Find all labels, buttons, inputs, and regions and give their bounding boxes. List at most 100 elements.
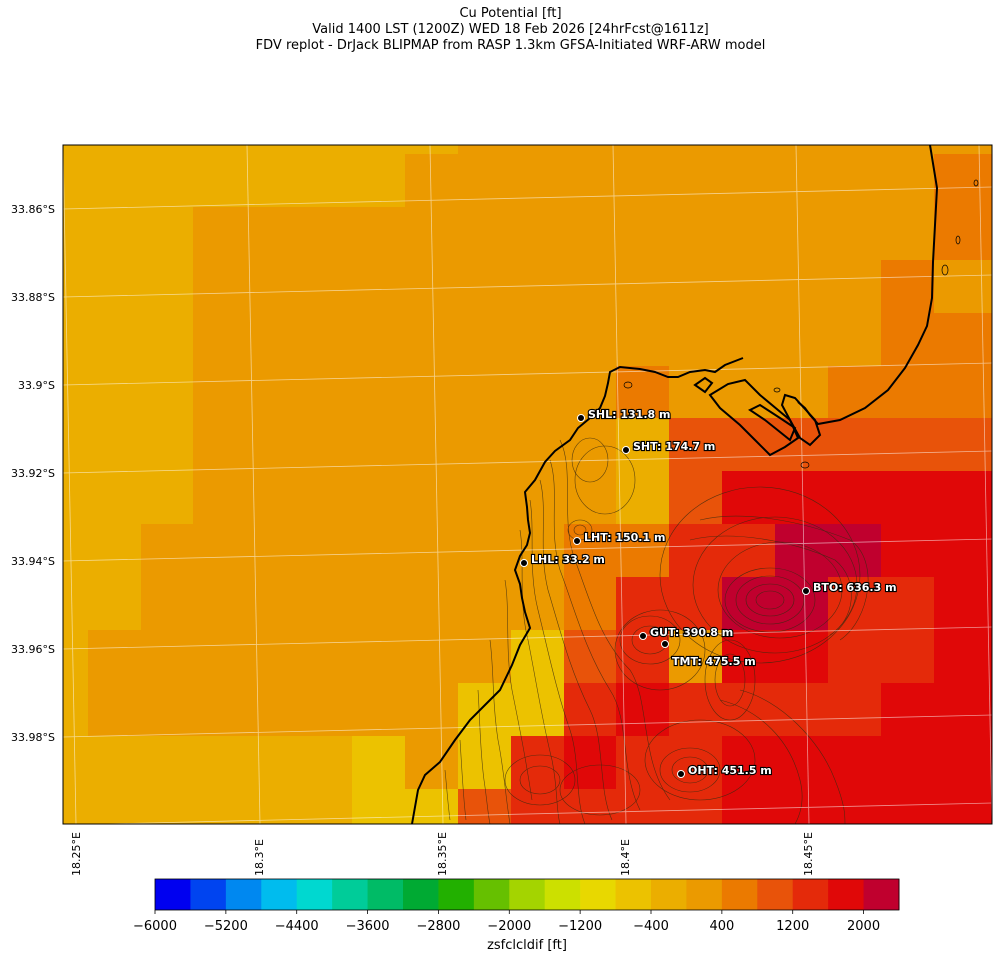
title-line-2: Valid 1400 LST (1200Z) WED 18 Feb 2026 [… bbox=[312, 22, 709, 37]
graticule bbox=[63, 145, 992, 824]
site-lht[interactable]: LHT: 150.1 m bbox=[573, 530, 667, 545]
raster-dkorange-4 bbox=[828, 366, 992, 419]
raster-yellow-sw2 bbox=[352, 736, 405, 824]
site-tmt[interactable]: TMT: 475.5 m bbox=[661, 640, 757, 669]
lat-label: 33.88°S bbox=[11, 291, 55, 304]
colorbar-swatch bbox=[721, 879, 758, 910]
raster-red-8 bbox=[828, 683, 881, 736]
small-features bbox=[623, 179, 979, 469]
lat-label: 33.86°S bbox=[11, 203, 55, 216]
site-marker-icon bbox=[573, 537, 581, 545]
map-frame bbox=[62, 144, 993, 825]
site-label: SHL: 131.8 m bbox=[588, 408, 670, 421]
site-marker-icon bbox=[661, 640, 669, 648]
raster-red-9 bbox=[934, 471, 992, 683]
site-label: LHT: 150.1 m bbox=[584, 531, 665, 544]
forecast-raster bbox=[63, 145, 992, 824]
site-label: LHL: 33.2 m bbox=[531, 553, 605, 566]
colorbar-swatch bbox=[332, 879, 369, 910]
site-oht[interactable]: OHT: 451.5 m bbox=[677, 763, 773, 778]
lat-label: 33.92°S bbox=[11, 467, 55, 480]
colorbar-swatch bbox=[792, 879, 829, 910]
colorbar-swatch bbox=[828, 879, 865, 910]
colorbar-swatches bbox=[155, 879, 900, 910]
colorbar-tick-label: −4400 bbox=[275, 919, 319, 934]
lon-label: 18.25°E bbox=[70, 832, 83, 876]
colorbar-tick-label: −5200 bbox=[204, 919, 248, 934]
site-shl[interactable]: SHL: 131.8 m bbox=[577, 407, 672, 422]
raster-redorange-s bbox=[458, 789, 511, 824]
colorbar-swatch bbox=[367, 879, 404, 910]
raster-yellow-mid bbox=[616, 418, 669, 524]
raster-redorange-1 bbox=[669, 418, 992, 471]
colorbar-tick-label: 1200 bbox=[776, 919, 809, 934]
title-line-3: FDV replot - DrJack BLIPMAP from RASP 1.… bbox=[255, 38, 766, 53]
lon-label: 18.4°E bbox=[619, 839, 632, 876]
raster-red-3 bbox=[616, 577, 669, 683]
raster-yellow-west bbox=[63, 145, 458, 736]
colorbar-swatch bbox=[261, 879, 298, 910]
raster-redorange-4 bbox=[564, 630, 616, 683]
colorbar-swatch bbox=[225, 879, 262, 910]
title-line-1: Cu Potential [ft] bbox=[459, 6, 562, 21]
site-label: BTO: 636.3 m bbox=[813, 581, 897, 594]
raster-dkorange-2 bbox=[564, 524, 669, 577]
colorbar-tick-label: 2000 bbox=[847, 919, 880, 934]
title-block: Cu Potential [ft] Valid 1400 LST (1200Z)… bbox=[0, 6, 1001, 54]
site-marker-icon bbox=[577, 414, 585, 422]
site-gut[interactable]: GUT: 390.8 m bbox=[639, 625, 734, 640]
site-label: TMT: 475.5 m bbox=[672, 655, 756, 668]
colorbar-tick-label: −2000 bbox=[487, 919, 531, 934]
raster-dkorange-6 bbox=[934, 154, 992, 260]
colorbar-swatch bbox=[509, 879, 546, 910]
coastline bbox=[411, 145, 939, 824]
colorbar-tick-label: −6000 bbox=[133, 919, 177, 934]
site-bto[interactable]: BTO: 636.3 m bbox=[802, 580, 898, 595]
site-marker-icon bbox=[520, 559, 528, 567]
colorbar-swatch bbox=[296, 879, 333, 910]
colorbar-swatch bbox=[757, 879, 794, 910]
colorbar: −6000 −5200 −4400 −3600 −2800 −2000 −1200 −400 4… bbox=[133, 878, 900, 953]
site-marker-icon bbox=[639, 632, 647, 640]
colorbar-frame bbox=[154, 878, 900, 911]
colorbar-swatch bbox=[580, 879, 617, 910]
site-marker-icon bbox=[677, 770, 685, 778]
lon-axis: 18.25°E 18.3°E 18.35°E 18.4°E 18.45°E bbox=[70, 832, 815, 876]
colorbar-swatch bbox=[438, 879, 475, 910]
colorbar-swatch bbox=[686, 879, 723, 910]
colorbar-ticks: −6000 −5200 −4400 −3600 −2800 −2000 −1200 −400 4… bbox=[133, 910, 880, 934]
lat-label: 33.9°S bbox=[18, 379, 55, 392]
colorbar-swatch bbox=[403, 879, 439, 910]
lat-label: 33.94°S bbox=[11, 555, 55, 568]
raster-orange-ne bbox=[934, 260, 992, 313]
site-sht[interactable]: SHT: 174.7 m bbox=[622, 439, 716, 454]
colorbar-tick-label: −3600 bbox=[346, 919, 390, 934]
site-label: GUT: 390.8 m bbox=[650, 626, 733, 639]
colorbar-tick-label: −2800 bbox=[416, 919, 460, 934]
lat-label: 33.96°S bbox=[11, 643, 55, 656]
colorbar-swatch bbox=[190, 879, 227, 910]
raster-dkorange-3 bbox=[564, 577, 616, 630]
lon-label: 18.35°E bbox=[436, 832, 449, 876]
colorbar-swatch bbox=[651, 879, 687, 910]
site-label: OHT: 451.5 m bbox=[688, 764, 772, 777]
site-label: SHT: 174.7 m bbox=[633, 440, 715, 453]
site-marker-icon bbox=[622, 446, 630, 454]
colorbar-swatch bbox=[473, 879, 510, 910]
colorbar-tick-label: 400 bbox=[709, 919, 734, 934]
colorbar-swatch bbox=[544, 879, 581, 910]
site-marker-icon bbox=[802, 587, 810, 595]
raster-yellow-s bbox=[458, 683, 511, 789]
lon-label: 18.45°E bbox=[802, 832, 815, 876]
raster-red-11 bbox=[722, 736, 828, 824]
colorbar-label: zsfclcldif [ft] bbox=[487, 938, 567, 953]
colorbar-swatch bbox=[615, 879, 652, 910]
site-lhl[interactable]: LHL: 33.2 m bbox=[520, 552, 606, 567]
colorbar-swatch bbox=[155, 879, 191, 910]
lat-axis: 33.86°S 33.88°S 33.9°S 33.92°S 33.94°S 3… bbox=[11, 203, 55, 744]
raster-redorange-2 bbox=[669, 471, 722, 524]
colorbar-tick-label: −1200 bbox=[558, 919, 602, 934]
raster-red-5 bbox=[511, 736, 722, 824]
colorbar-swatch bbox=[863, 879, 900, 910]
